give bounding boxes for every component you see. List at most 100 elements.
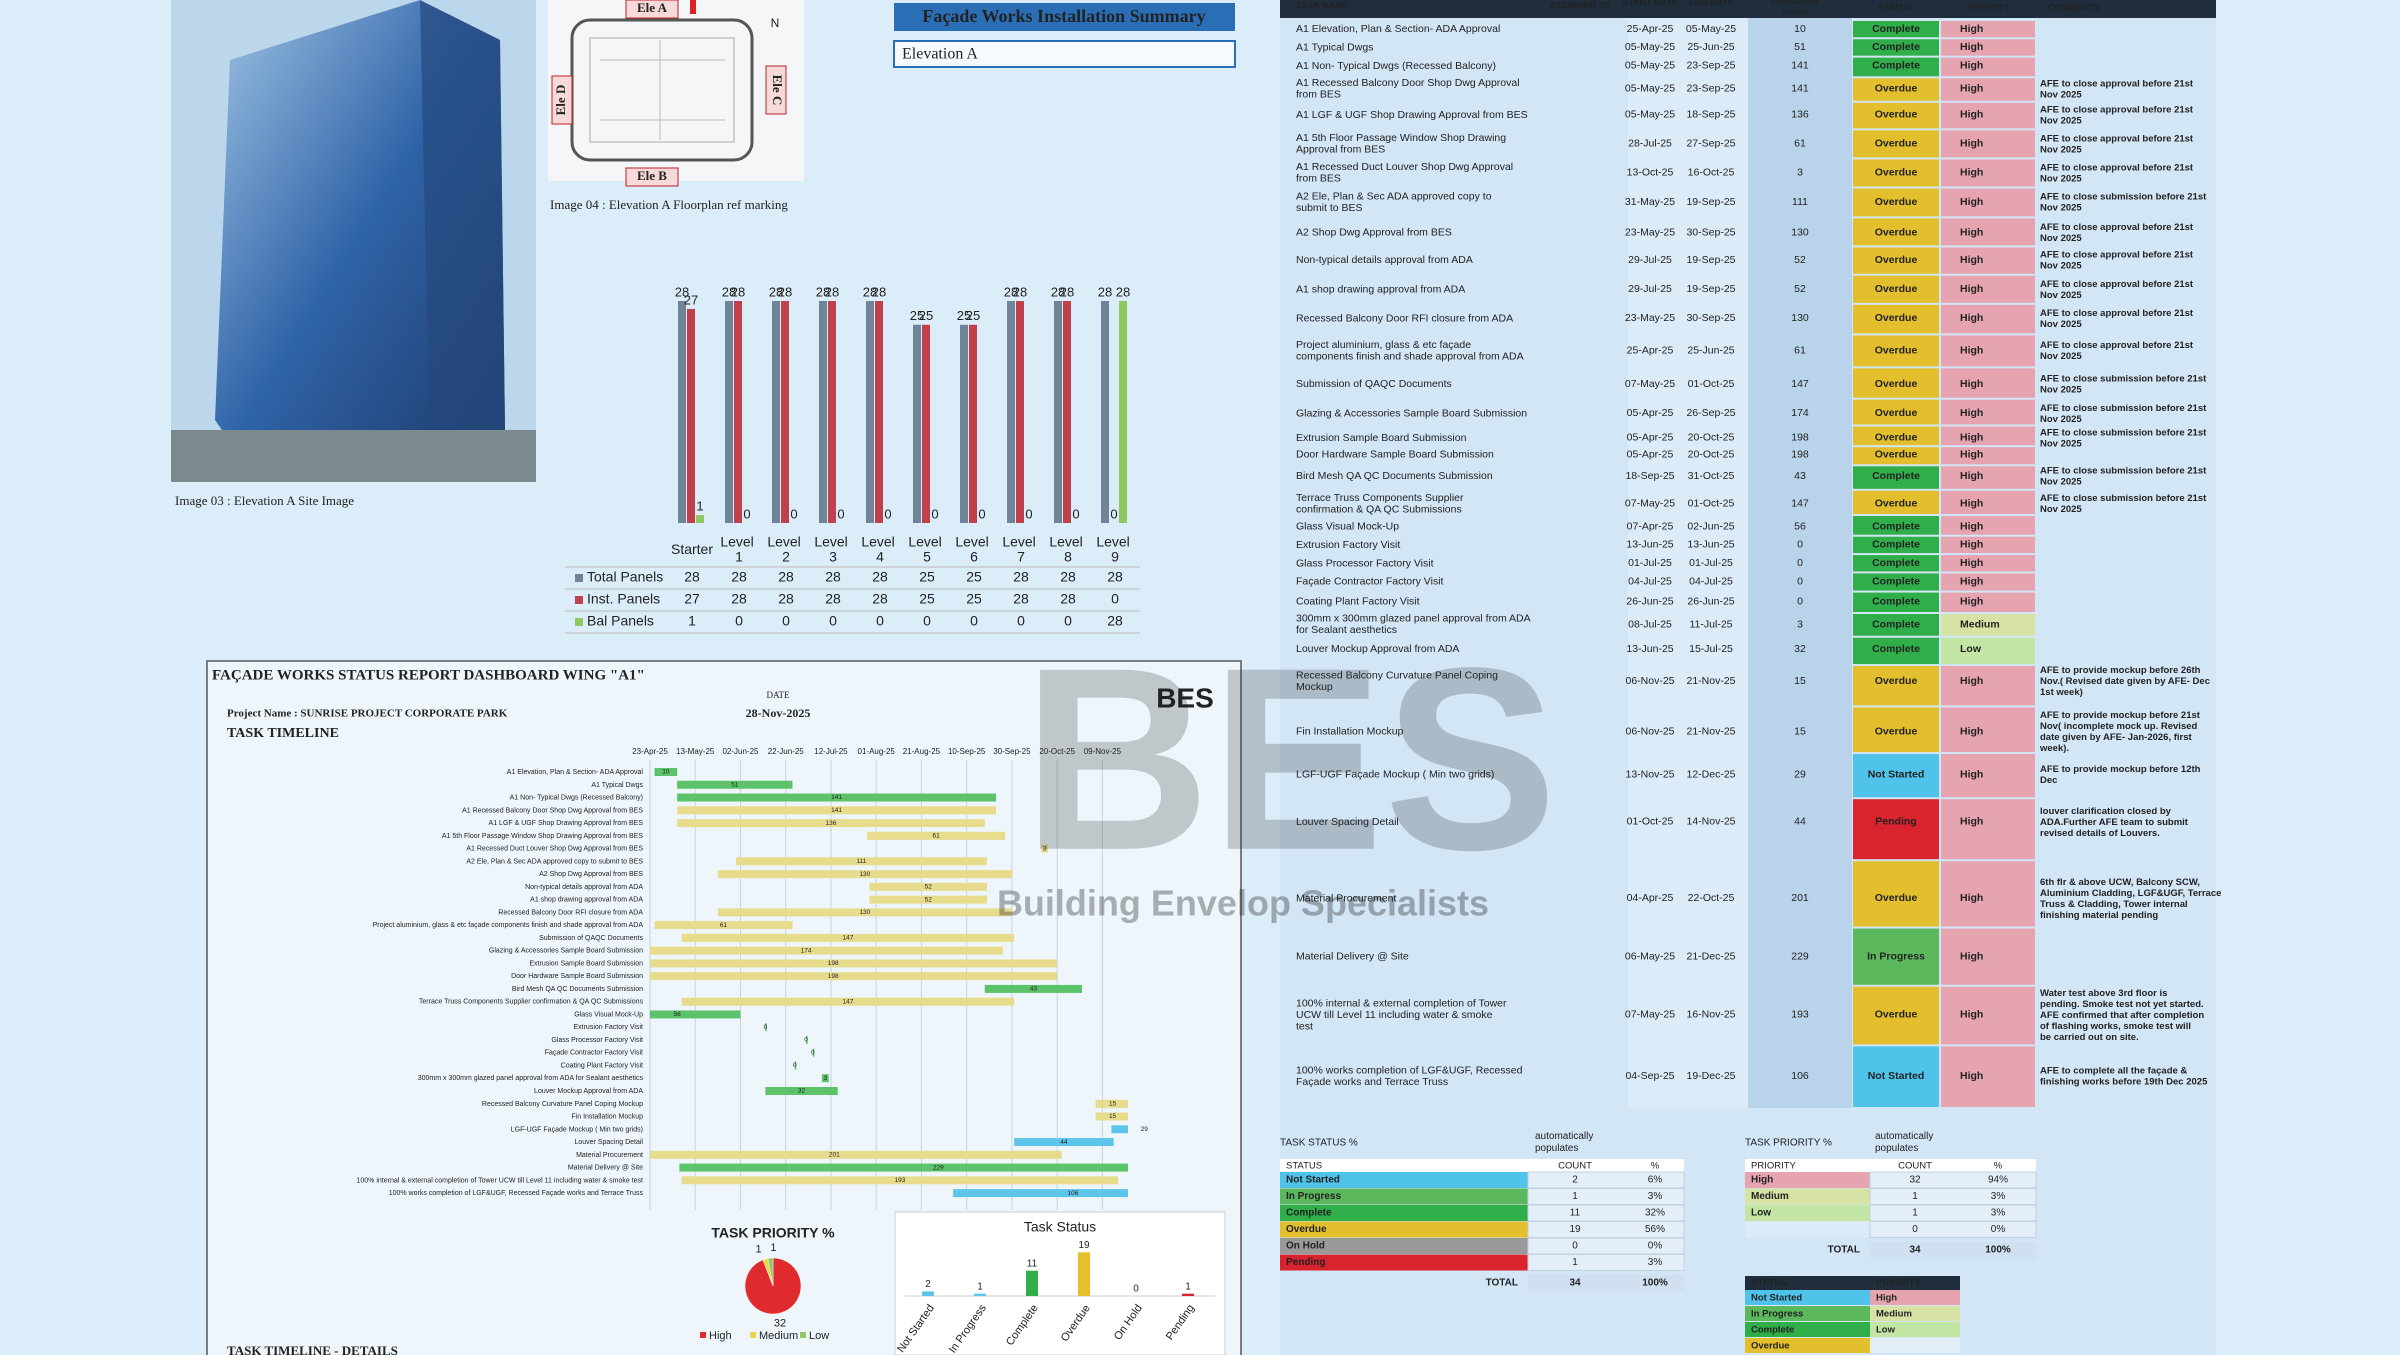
section-title: TASK TIMELINE - DETAILS <box>227 1343 398 1355</box>
data-label: 19 <box>1078 1240 1090 1251</box>
duration: 61 <box>1794 344 1806 356</box>
duration: 15 <box>1794 675 1806 687</box>
start-date: 23-May-25 <box>1625 226 1675 238</box>
table-value: 28 <box>731 569 747 585</box>
start-date: 06-Nov-25 <box>1625 725 1674 737</box>
summary-percent: 0% <box>1991 1224 2006 1235</box>
table-value: 1 <box>688 613 696 629</box>
summary-column: COUNT <box>1898 1161 1932 1172</box>
priority-cell <box>1941 490 2035 515</box>
status-cell <box>1853 57 1939 77</box>
duration: 3 <box>1797 167 1803 179</box>
comment: AFE to complete all the façade & finishi… <box>2040 1065 2208 1087</box>
task-name: Non-typical details approval from ADA <box>1296 254 1473 266</box>
bar <box>1119 301 1127 523</box>
table-value: 28 <box>731 591 747 607</box>
end-date: 14-Nov-25 <box>1686 816 1735 828</box>
data-label: 0 <box>1072 506 1079 521</box>
bar <box>1054 301 1062 523</box>
start-date: 05-Apr-25 <box>1627 432 1674 444</box>
floorplan-image <box>548 0 804 181</box>
table-value: 0 <box>782 613 790 629</box>
data-label: 0 <box>884 506 891 521</box>
task-name: Glass Processor Factory Visit <box>1296 557 1434 569</box>
comment: AFE to close approval before 21st Nov 20… <box>2040 104 2196 126</box>
priority: High <box>1960 226 1983 238</box>
gantt-duration: 136 <box>826 820 837 827</box>
duration: 141 <box>1791 60 1809 72</box>
summary-header <box>1745 1159 2036 1172</box>
task-name: Coating Plant Factory Visit <box>1296 595 1420 607</box>
summary-column: % <box>1651 1161 1660 1172</box>
elevation-label: Ele B <box>637 168 667 183</box>
duration: 32 <box>1794 643 1806 655</box>
status-cell <box>1853 573 1939 591</box>
priority-cell <box>1941 78 2035 101</box>
gantt-duration: 130 <box>859 871 870 878</box>
task-name: A1 shop drawing approval from ADA <box>1296 283 1465 295</box>
data-label: 28 <box>863 284 877 299</box>
duration-column <box>1748 18 1852 1108</box>
legend-cell <box>1870 1338 1960 1353</box>
end-date: 01-Jul-25 <box>1689 557 1733 569</box>
table-value: 0 <box>876 613 884 629</box>
bar <box>960 324 968 523</box>
priority-cell <box>1941 466 2035 489</box>
status: Overdue <box>1875 283 1918 295</box>
summary-count: 0 <box>1912 1224 1918 1235</box>
gantt-label: Louver Spacing Detail <box>575 1139 644 1146</box>
gantt-label: A1 Non- Typical Dwgs (Recessed Balcony) <box>510 794 643 801</box>
bar <box>696 515 704 523</box>
legend-swatch <box>575 618 583 626</box>
gantt-label: 300mm x 300mm glazed panel approval from… <box>418 1075 644 1082</box>
legend-label: Low <box>809 1330 829 1342</box>
end-date: 12-Dec-25 <box>1686 768 1735 780</box>
gantt-bar <box>650 946 1003 955</box>
task-name: Bird Mesh QA QC Documents Submission <box>1296 470 1493 482</box>
data-label: 0 <box>790 506 797 521</box>
status: Not Started <box>1868 768 1925 780</box>
end-date: 02-Jun-25 <box>1687 520 1734 532</box>
gantt-duration: 3 <box>1043 845 1047 852</box>
status: Complete <box>1872 575 1920 587</box>
status-cell <box>1853 637 1939 665</box>
status-cell <box>1853 39 1939 56</box>
priority-cell <box>1941 799 2035 860</box>
priority: High <box>1960 283 1983 295</box>
legend-cell <box>1745 1338 1870 1353</box>
priority: High <box>1960 23 1983 35</box>
start-date: 04-Sep-25 <box>1625 1070 1674 1082</box>
priority: High <box>1960 41 1983 53</box>
start-date: 07-May-25 <box>1625 497 1675 509</box>
x-tick-label: 21-Aug-25 <box>903 747 941 756</box>
status-cell <box>1853 399 1939 425</box>
gantt-duration: 10 <box>662 769 670 776</box>
priority-cell <box>1941 1046 2035 1107</box>
legend-entry: Low <box>1876 1325 1896 1336</box>
duration: 147 <box>1791 497 1809 509</box>
priority-cell <box>1941 592 2035 613</box>
status-cell <box>1853 218 1939 246</box>
priority-cell <box>1941 335 2035 367</box>
data-label: 0 <box>931 506 938 521</box>
comment: AFE to close submission before 21st Nov … <box>2040 373 2209 395</box>
end-date: 27-Sep-25 <box>1686 138 1735 150</box>
priority: High <box>1960 575 1983 587</box>
gantt-duration: 43 <box>1030 986 1038 993</box>
gantt-bar <box>821 1074 829 1083</box>
table-value: 28 <box>872 569 888 585</box>
gantt-label: Recessed Balcony Curvature Panel Coping … <box>482 1101 643 1108</box>
data-label: 25 <box>957 308 971 323</box>
priority-cell <box>1941 555 2035 572</box>
priority: High <box>1960 83 1983 95</box>
chart-frame <box>894 1211 1226 1355</box>
comment: Water test above 3rd floor is pending. S… <box>2040 987 2207 1042</box>
summary-percent: 3% <box>1991 1191 2006 1202</box>
comment: AFE to close approval before 21st Nov 20… <box>2040 249 2196 271</box>
end-date: 21-Nov-25 <box>1686 725 1735 737</box>
task-name: Material Procurement <box>1296 892 1396 904</box>
status: Overdue <box>1875 344 1918 356</box>
task-name: Project aluminium, glass & etc façade co… <box>1296 339 1524 363</box>
table-value: 0 <box>829 613 837 629</box>
